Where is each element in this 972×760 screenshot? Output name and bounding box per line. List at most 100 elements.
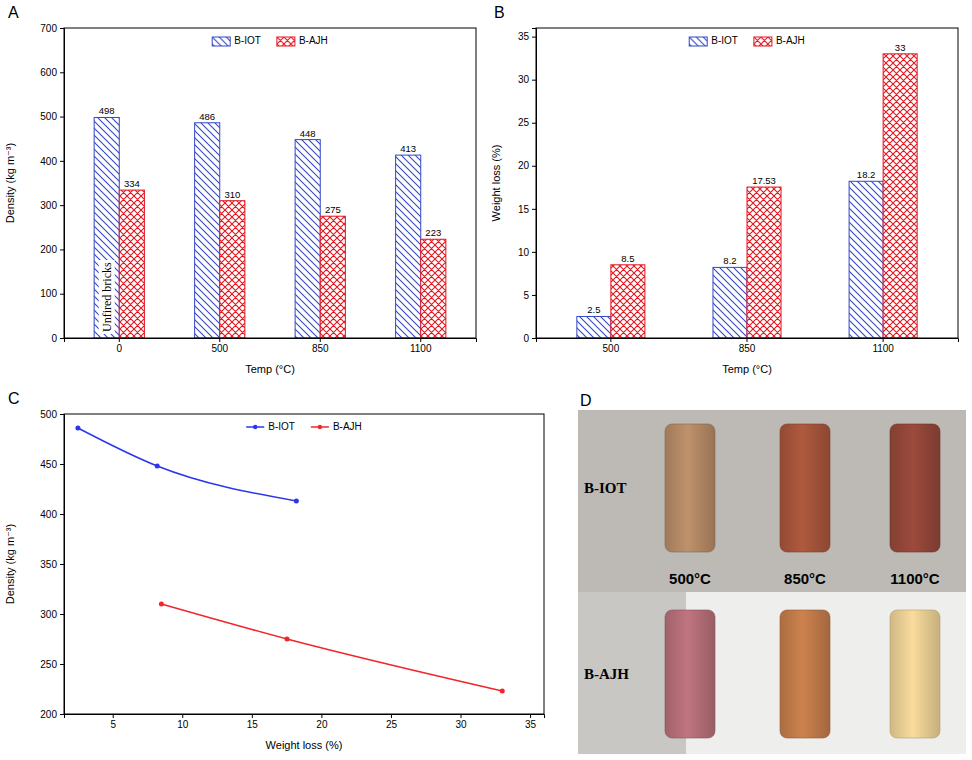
point	[285, 637, 290, 642]
data-label: 8.5	[621, 253, 634, 264]
y-tick-mark	[60, 249, 64, 250]
panel: 500850110005101520253035Temp (°C)Weight …	[490, 28, 959, 375]
panel-letter: C	[8, 390, 20, 407]
y-tick-mark	[60, 28, 64, 29]
x-tick-label: 25	[386, 719, 398, 730]
y-tick-mark	[532, 123, 536, 124]
x-tick: 0	[116, 338, 122, 354]
column-label: 850°C	[784, 570, 826, 587]
y-axis-title: Weight loss (%)	[490, 145, 502, 222]
y-tick: 250	[40, 659, 64, 670]
x-axis-title: Temp (°C)	[722, 363, 772, 375]
bar	[195, 123, 220, 338]
column-label: 500°C	[669, 570, 711, 587]
bar	[421, 239, 446, 338]
y-tick-mark	[532, 338, 536, 339]
brick-photo	[780, 424, 830, 552]
y-tick-mark	[60, 161, 64, 162]
legend: B-IOT B-AJH	[246, 421, 362, 432]
bar	[396, 155, 421, 338]
y-tick: 400	[40, 509, 64, 520]
line	[78, 428, 296, 501]
y-tick-mark	[532, 80, 536, 81]
x-tick-label: 850	[739, 343, 756, 354]
y-tick-mark	[60, 514, 64, 515]
panel-letter: B	[494, 4, 505, 21]
brick-photo	[890, 424, 940, 552]
x-tick-mark	[182, 714, 183, 718]
y-tick: 0	[51, 333, 64, 344]
legend-item: B-AJH	[277, 35, 328, 46]
bar	[320, 216, 345, 338]
brick-photo	[780, 610, 830, 738]
y-tick-label: 25	[518, 117, 530, 128]
data-label: 223	[425, 227, 441, 238]
y-tick-label: 20	[518, 160, 530, 171]
plot-frame	[64, 414, 544, 714]
annotation-text: Unfired bricks	[100, 262, 114, 332]
y-tick-label: 200	[40, 244, 57, 255]
y-tick-label: 500	[40, 111, 57, 122]
x-tick-mark	[320, 338, 321, 342]
y-tick: 500	[40, 409, 64, 420]
legend-label: B-AJH	[299, 35, 328, 46]
x-tick-mark	[530, 714, 531, 718]
annotation: Unfired bricks	[99, 260, 115, 334]
legend-label: B-AJH	[333, 421, 362, 432]
y-tick-label: 250	[40, 659, 57, 670]
legend-item: B-AJH	[754, 35, 805, 46]
panel: 050085011000100200300400500600700Temp (°…	[4, 23, 477, 375]
x-tick-mark	[883, 338, 884, 342]
line	[161, 604, 502, 691]
y-tick-mark	[60, 338, 64, 339]
data-label: 498	[99, 105, 115, 116]
photo-background	[578, 410, 966, 592]
x-tick: 5	[110, 714, 116, 730]
y-tick: 700	[40, 23, 64, 34]
y-axis: 05101520253035	[518, 29, 537, 344]
y-tick: 100	[40, 288, 64, 299]
panel: 5101520253035200250300350400450500Weight…	[4, 409, 545, 751]
bar	[220, 201, 245, 338]
bar	[611, 265, 645, 338]
figure: 050085011000100200300400500600700Temp (°…	[0, 0, 972, 760]
legend-swatch	[754, 37, 772, 46]
y-tick-label: 100	[40, 288, 57, 299]
x-tick: 35	[525, 714, 537, 730]
x-axis-line	[537, 339, 959, 343]
brick-photo	[665, 424, 715, 552]
legend: B-IOTB-AJH	[689, 35, 805, 46]
y-tick-label: 200	[40, 709, 57, 720]
x-axis: 5008501100	[537, 338, 959, 354]
brick-photo	[665, 610, 715, 738]
legend-marker	[318, 425, 322, 429]
point	[159, 602, 164, 607]
row-label: B-IOT	[584, 480, 627, 496]
x-axis: 5101520253035	[65, 714, 545, 730]
x-axis: 05008501100	[65, 338, 477, 354]
bar	[747, 187, 781, 338]
x-tick-label: 1100	[872, 343, 894, 354]
brick-photo	[890, 610, 940, 738]
y-tick-label: 450	[40, 459, 57, 470]
plot-frame	[64, 28, 476, 338]
plot-frame	[536, 28, 958, 338]
photo-background	[686, 592, 966, 754]
data-label: 2.5	[587, 304, 600, 315]
y-tick: 350	[40, 559, 64, 570]
x-tick-mark	[420, 338, 421, 342]
data-label: 310	[224, 189, 240, 200]
y-axis-title: Density (kg m⁻³)	[4, 524, 16, 604]
legend-label: B-IOT	[268, 421, 295, 432]
y-tick-label: 0	[51, 333, 57, 344]
lines	[75, 426, 504, 694]
point	[75, 426, 80, 431]
legend-item: B-IOT	[212, 35, 261, 46]
x-tick-mark	[219, 338, 220, 342]
annotation-background	[99, 260, 115, 334]
x-tick: 500	[211, 338, 228, 354]
y-tick-mark	[60, 72, 64, 73]
y-tick-label: 15	[518, 204, 530, 215]
x-tick-mark	[391, 714, 392, 718]
x-tick-mark	[252, 714, 253, 718]
